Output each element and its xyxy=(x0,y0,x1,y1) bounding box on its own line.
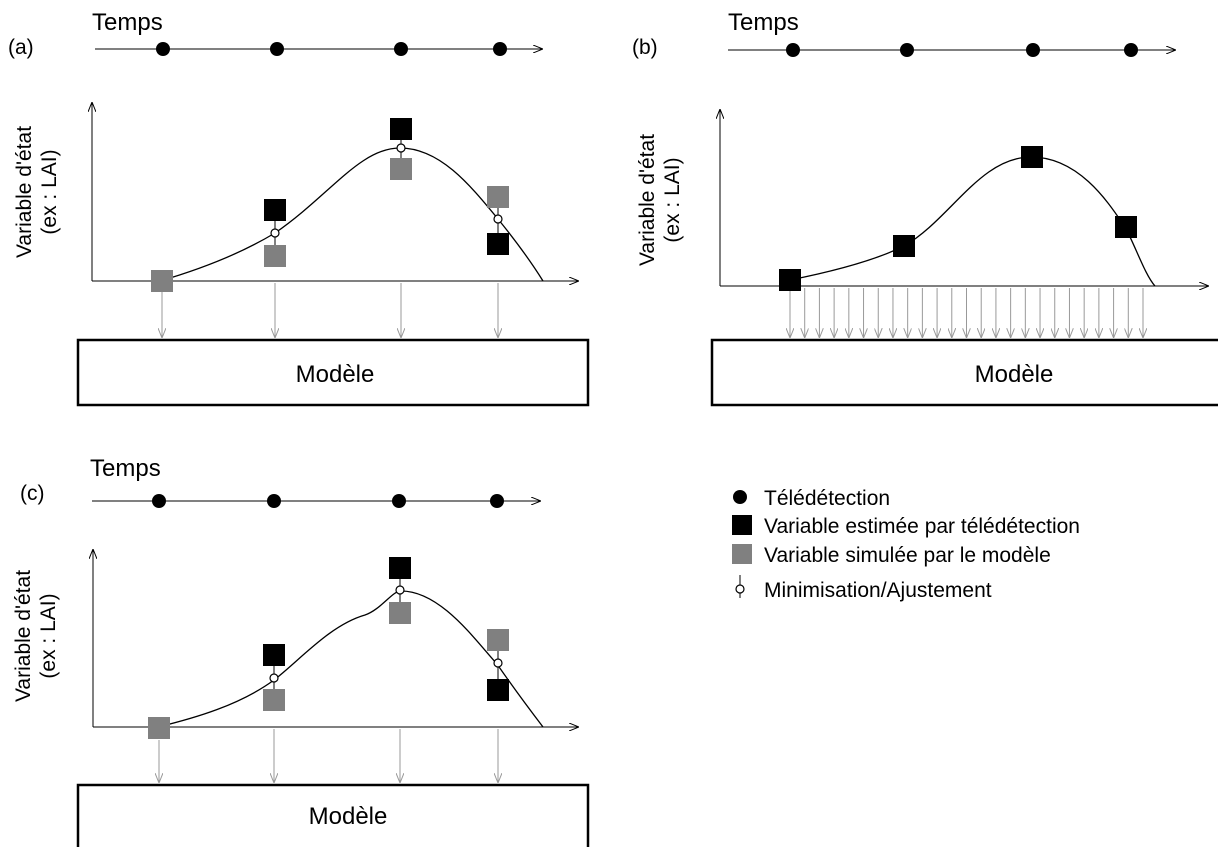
estimated-variable-square xyxy=(893,235,915,257)
state-variable-curve xyxy=(157,590,544,728)
remote-sensing-dot xyxy=(394,42,408,56)
minimisation-legend-icon xyxy=(735,584,745,594)
estimated-variable-square xyxy=(1021,146,1043,168)
estimated-variable-square xyxy=(263,644,285,666)
simulated-variable-square xyxy=(263,689,285,711)
remote-sensing-dot xyxy=(1124,43,1138,57)
model-box xyxy=(76,338,590,407)
panel-b: (b) Temps Variable d'état (ex : LAI) Mod… xyxy=(632,9,1218,407)
minimisation-point xyxy=(493,214,503,224)
simulated-variable-square xyxy=(389,602,411,624)
minimisation-point xyxy=(270,228,280,238)
remote-sensing-dot xyxy=(270,42,284,56)
simulated-variable-square xyxy=(487,186,509,208)
panel-a: (a) Temps Variable d'état (ex : LAI) xyxy=(8,9,590,407)
model-label: Modèle xyxy=(309,803,388,830)
estimated-variable-square xyxy=(390,118,412,140)
remote-sensing-dot xyxy=(786,43,800,57)
panel-label: (a) xyxy=(8,36,34,59)
remote-sensing-legend-icon xyxy=(733,490,747,504)
simulated-variable-square xyxy=(390,158,412,180)
legend-estimated-variable: Variable estimée par télédétection xyxy=(764,515,1080,538)
remote-sensing-dot xyxy=(156,42,170,56)
state-variable-curve xyxy=(789,156,1156,287)
estimated-variable-square xyxy=(1115,216,1137,238)
simulated-variable-square xyxy=(151,270,173,292)
estimated-variable-square xyxy=(389,557,411,579)
remote-sensing-dot xyxy=(493,42,507,56)
legend-minimisation: Minimisation/Ajustement xyxy=(764,579,992,602)
model-label: Modèle xyxy=(296,361,375,388)
remote-sensing-dot xyxy=(900,43,914,57)
model-box xyxy=(710,338,1218,407)
time-label: Temps xyxy=(728,9,799,36)
remote-sensing-dot xyxy=(392,494,406,508)
panel-label: (b) xyxy=(632,36,658,59)
panel-c: (c) Temps Variable d'état (ex : LAI) Mod xyxy=(12,455,590,847)
legend-simulated-variable: Variable simulée par le modèle xyxy=(764,544,1051,567)
estimated-variable-square xyxy=(487,233,509,255)
legend: Télédétection Variable estimée par téléd… xyxy=(732,487,1080,602)
y-axis-label-line2: (ex : LAI) xyxy=(37,593,60,678)
remote-sensing-dot xyxy=(490,494,504,508)
panel-label: (c) xyxy=(20,482,45,505)
model-label: Modèle xyxy=(975,361,1054,388)
remote-sensing-dot xyxy=(152,494,166,508)
estimated-variable-legend-icon xyxy=(732,515,752,535)
remote-sensing-dot xyxy=(1026,43,1040,57)
simulated-variable-legend-icon xyxy=(732,544,752,564)
estimated-variable-square xyxy=(264,199,286,221)
estimated-variable-square xyxy=(779,269,801,291)
y-axis-label-line2: (ex : LAI) xyxy=(38,149,61,234)
time-label: Temps xyxy=(90,455,161,482)
simulated-variable-square xyxy=(487,629,509,651)
minimisation-point xyxy=(396,143,406,153)
estimated-variable-square xyxy=(487,679,509,701)
simulated-variable-square xyxy=(148,717,170,739)
legend-remote-sensing: Télédétection xyxy=(764,487,890,510)
time-label: Temps xyxy=(92,9,163,36)
y-axis-label-line1: Variable d'état xyxy=(13,126,36,258)
model-box xyxy=(76,783,590,847)
simulated-variable-square xyxy=(264,245,286,267)
remote-sensing-dot xyxy=(267,494,281,508)
y-axis-label-line2: (ex : LAI) xyxy=(661,157,684,242)
minimisation-point xyxy=(493,658,503,668)
minimisation-point xyxy=(395,585,405,595)
y-axis-label-line1: Variable d'état xyxy=(12,570,35,702)
model-input-arrows xyxy=(790,288,1143,337)
y-axis-label-line1: Variable d'état xyxy=(636,134,659,266)
state-variable-curve xyxy=(159,147,544,282)
minimisation-point xyxy=(269,673,279,683)
